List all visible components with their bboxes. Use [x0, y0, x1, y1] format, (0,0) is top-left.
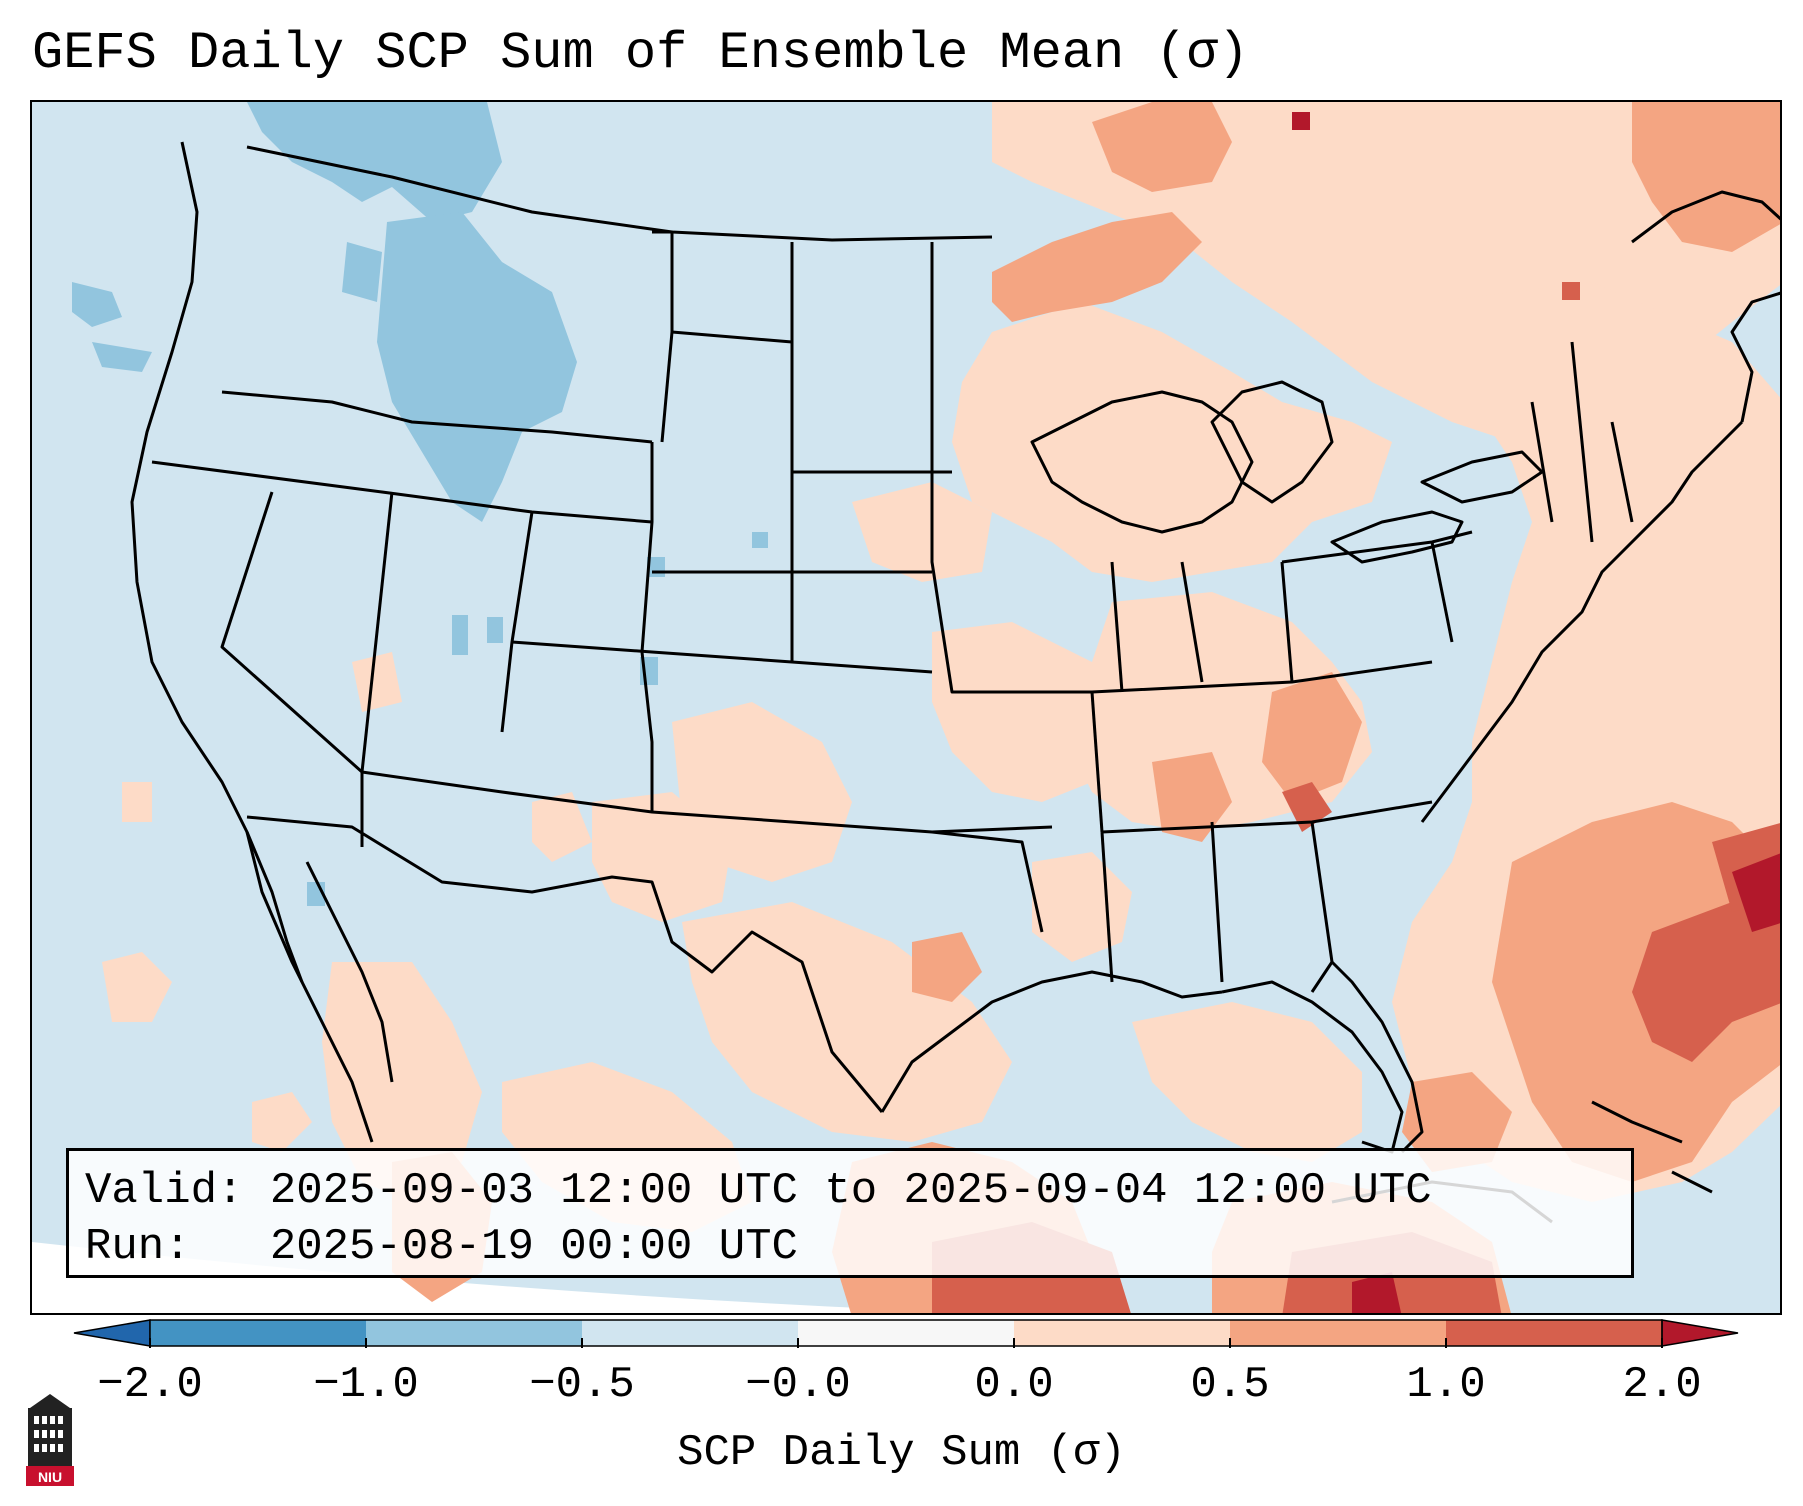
colorbar-tick-label: 2.0: [1622, 1360, 1702, 1410]
run-value: 2025-08-19 00:00 UTC: [269, 1222, 798, 1272]
colorbar-tick-label: −0.0: [745, 1360, 851, 1410]
colorbar-bin-m2-m1: [150, 1320, 366, 1346]
colorbar-tick-label: −1.0: [313, 1360, 419, 1410]
valid-label: Valid:: [85, 1166, 244, 1216]
colorbar-tick-label: 0.0: [974, 1360, 1054, 1410]
colorbar-tick-label: −0.5: [529, 1360, 635, 1410]
colorbar-over-arrow: [1661, 1319, 1739, 1347]
extreme-positive-areas: [1292, 112, 1780, 1313]
colorbar-bin-0-05: [1014, 1320, 1230, 1346]
colorbar-tick-label: 0.5: [1190, 1360, 1270, 1410]
colorbar-under-arrow: [73, 1319, 151, 1347]
colorbar-tick-label: 1.0: [1406, 1360, 1486, 1410]
colorbar-bin-m05-m0: [582, 1320, 798, 1346]
colorbar-tick-label: −2.0: [97, 1360, 203, 1410]
map-boundaries: [130, 141, 1780, 1224]
valid-run-info-box: Valid: 2025-09-03 12:00 UTC to 2025-09-0…: [66, 1148, 1634, 1278]
colorbar-bin-05-1: [1230, 1320, 1446, 1346]
colorbar-label: SCP Daily Sum (σ): [677, 1428, 1126, 1478]
colorbar: [73, 1319, 1739, 1348]
valid-value: 2025-09-03 12:00 UTC to 2025-09-04 12:00…: [269, 1166, 1432, 1216]
colorbar-bin-1-2: [1446, 1320, 1662, 1346]
run-label: Run:: [85, 1222, 191, 1272]
university-logo-icon: NIU: [26, 1394, 74, 1486]
logo-text: NIU: [38, 1469, 62, 1485]
page-title: GEFS Daily SCP Sum of Ensemble Mean (σ): [32, 24, 1249, 83]
colorbar-bin-zero: [798, 1320, 1014, 1346]
negative-anomaly-areas: [72, 102, 768, 906]
map-panel[interactable]: [30, 100, 1782, 1315]
anomaly-map: [32, 102, 1780, 1313]
colorbar-bin-m1-m05: [366, 1320, 582, 1346]
